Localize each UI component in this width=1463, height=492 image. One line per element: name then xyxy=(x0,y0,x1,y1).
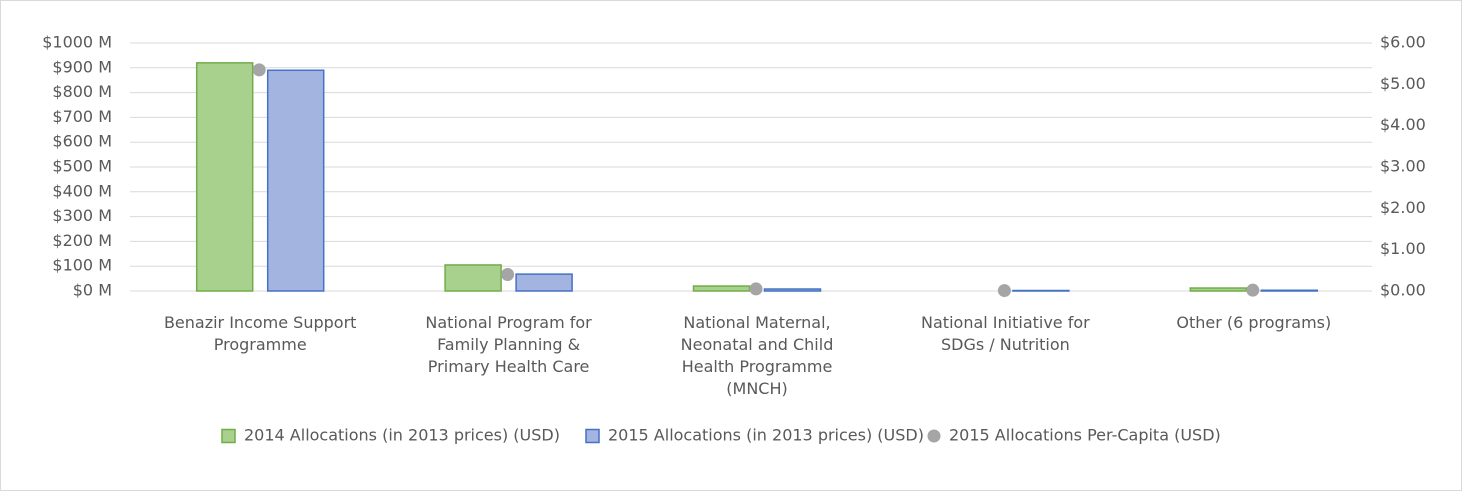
y-tick-label: $100 M xyxy=(52,256,112,275)
y2-tick-label: $4.00 xyxy=(1380,115,1426,134)
y2-tick-label: $3.00 xyxy=(1380,157,1426,176)
x-tick-label: National Initiative for SDGs / Nutrition xyxy=(921,313,1090,354)
y2-tick-label: $5.00 xyxy=(1380,74,1426,93)
y-tick-label: $600 M xyxy=(52,132,112,151)
y-tick-label: $500 M xyxy=(52,157,112,176)
y-tick-label: $1000 M xyxy=(42,33,112,52)
bar xyxy=(444,264,502,292)
y2-tick-label: $6.00 xyxy=(1380,33,1426,52)
y2-tick-label: $1.00 xyxy=(1380,239,1426,258)
y-tick-label: $700 M xyxy=(52,107,112,126)
dot xyxy=(749,282,763,296)
bar xyxy=(692,285,751,292)
bar xyxy=(763,288,822,292)
y-tick-label: $0 M xyxy=(73,281,112,300)
legend-swatch xyxy=(585,428,600,444)
y-tick-label: $800 M xyxy=(52,82,112,101)
y-tick-label: $300 M xyxy=(52,206,112,225)
legend-label: 2015 Allocations (in 2013 prices) (USD) xyxy=(608,426,924,445)
dot xyxy=(1246,283,1260,297)
y-tick-label: $900 M xyxy=(52,57,112,76)
bar xyxy=(266,69,325,292)
legend-swatch xyxy=(221,428,236,444)
legend-label: 2014 Allocations (in 2013 prices) (USD) xyxy=(244,426,560,445)
y-tick-label: $200 M xyxy=(52,231,112,250)
dot xyxy=(501,267,515,281)
legend-swatch xyxy=(927,429,941,443)
x-tick-label: Benazir Income Support Programme xyxy=(163,313,357,354)
bar xyxy=(195,62,254,292)
y2-tick-label: $0.00 xyxy=(1380,281,1426,300)
x-tick-label: Other (6 programs) xyxy=(1176,313,1332,332)
y2-tick-label: $2.00 xyxy=(1380,198,1426,217)
y-tick-label: $400 M xyxy=(52,181,112,200)
bar xyxy=(515,273,573,292)
x-tick-label: National Program for Family Planning & P… xyxy=(425,313,592,376)
bar xyxy=(1189,287,1248,292)
bar xyxy=(1260,289,1319,292)
x-tick-label: National Maternal, Neonatal and Child He… xyxy=(680,313,834,398)
legend-label: 2015 Allocations Per-Capita (USD) xyxy=(949,426,1221,445)
dot xyxy=(252,63,266,77)
dot xyxy=(997,284,1011,298)
